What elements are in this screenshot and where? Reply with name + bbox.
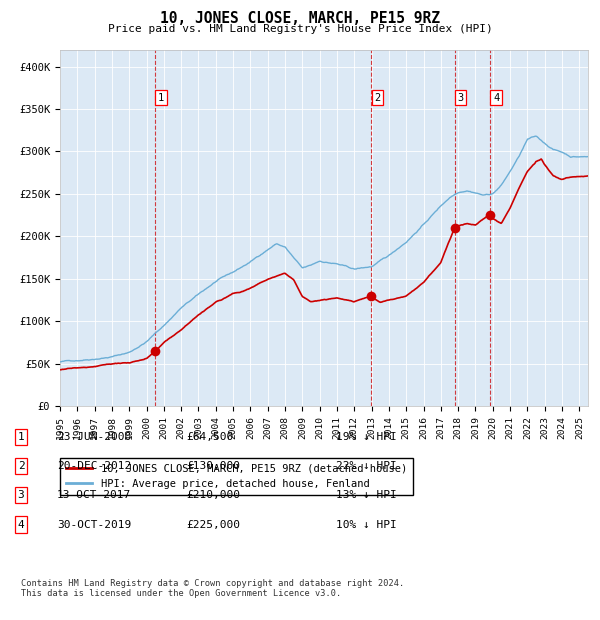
- Text: Price paid vs. HM Land Registry's House Price Index (HPI): Price paid vs. HM Land Registry's House …: [107, 24, 493, 33]
- Text: 1: 1: [158, 93, 164, 103]
- Text: 3: 3: [17, 490, 25, 500]
- Text: 13% ↓ HPI: 13% ↓ HPI: [336, 490, 397, 500]
- Text: 3: 3: [458, 93, 464, 103]
- Text: 1: 1: [17, 432, 25, 442]
- Text: 4: 4: [493, 93, 499, 103]
- Text: 10% ↓ HPI: 10% ↓ HPI: [336, 520, 397, 529]
- Text: This data is licensed under the Open Government Licence v3.0.: This data is licensed under the Open Gov…: [21, 588, 341, 598]
- Text: Contains HM Land Registry data © Crown copyright and database right 2024.: Contains HM Land Registry data © Crown c…: [21, 578, 404, 588]
- Text: 10, JONES CLOSE, MARCH, PE15 9RZ: 10, JONES CLOSE, MARCH, PE15 9RZ: [160, 11, 440, 26]
- Text: 22% ↓ HPI: 22% ↓ HPI: [336, 461, 397, 471]
- Text: 30-OCT-2019: 30-OCT-2019: [57, 520, 131, 529]
- Text: 23-JUN-2000: 23-JUN-2000: [57, 432, 131, 442]
- Text: 4: 4: [17, 520, 25, 529]
- Text: 13-OCT-2017: 13-OCT-2017: [57, 490, 131, 500]
- Text: 2: 2: [374, 93, 380, 103]
- Text: 20-DEC-2012: 20-DEC-2012: [57, 461, 131, 471]
- Text: £210,000: £210,000: [186, 490, 240, 500]
- Text: £225,000: £225,000: [186, 520, 240, 529]
- Legend: 10, JONES CLOSE, MARCH, PE15 9RZ (detached house), HPI: Average price, detached : 10, JONES CLOSE, MARCH, PE15 9RZ (detach…: [60, 458, 413, 495]
- Text: 19% ↓ HPI: 19% ↓ HPI: [336, 432, 397, 442]
- Text: 2: 2: [17, 461, 25, 471]
- Text: £64,500: £64,500: [186, 432, 233, 442]
- Text: £130,000: £130,000: [186, 461, 240, 471]
